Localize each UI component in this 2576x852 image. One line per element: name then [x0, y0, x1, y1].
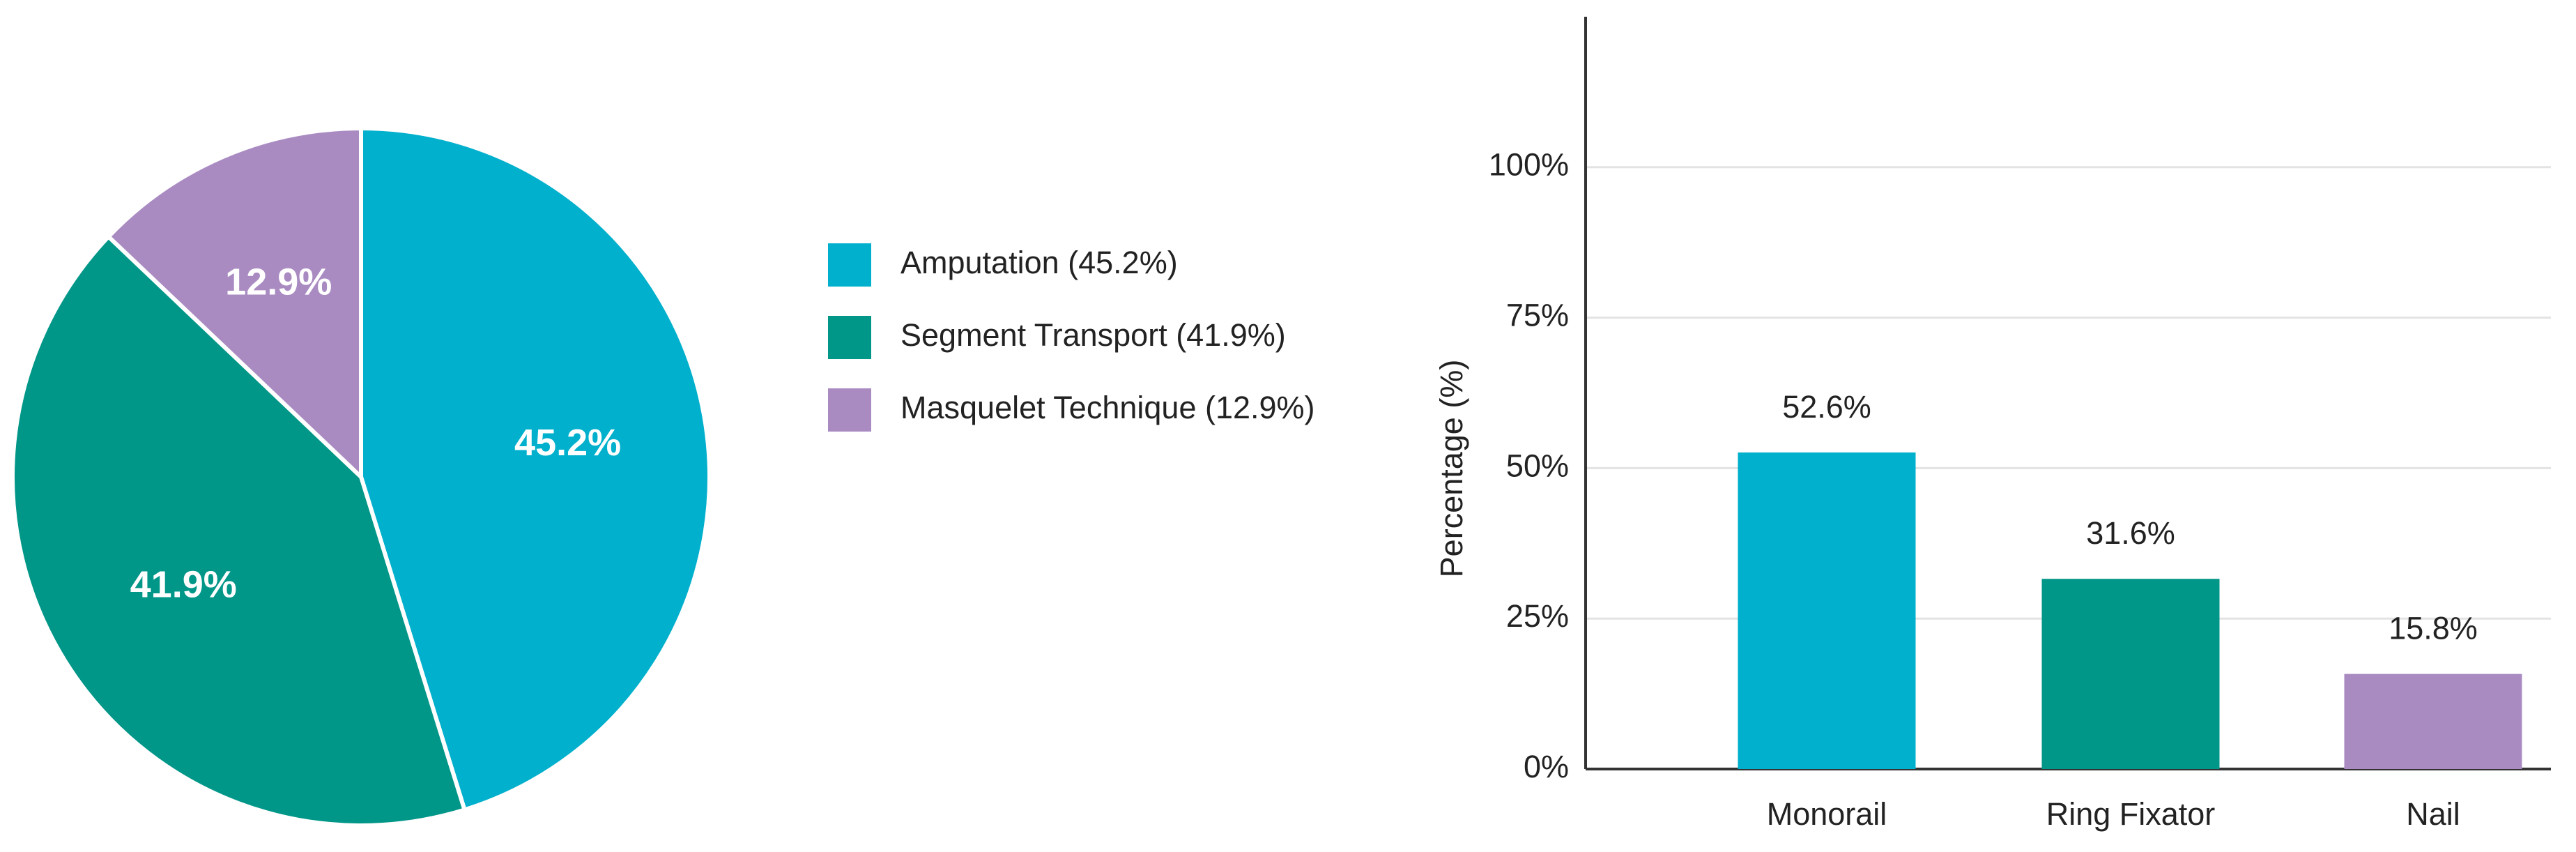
y-tick-label: 50% — [1506, 448, 1569, 483]
y-tick-label: 0% — [1524, 749, 1569, 784]
slice-label: 41.9% — [130, 564, 237, 606]
x-tick-label: Nail — [2406, 796, 2460, 832]
x-tick-label: Monorail — [1767, 796, 1887, 832]
bar-value-label: 15.8% — [2389, 611, 2478, 646]
pie-slice — [105, 125, 363, 482]
pie-slice — [359, 125, 712, 813]
bar — [2041, 579, 2220, 769]
bar — [1738, 452, 1916, 769]
y-tick-label: 25% — [1506, 598, 1569, 634]
y-axis-title: Percentage (%) — [1434, 360, 1469, 578]
legend-swatch — [828, 316, 871, 359]
legend-swatch — [828, 388, 871, 432]
legend-swatch — [828, 243, 871, 287]
slice-label: 12.9% — [225, 261, 332, 303]
bar — [2344, 674, 2522, 769]
bar-value-label: 52.6% — [1782, 389, 1871, 425]
x-tick-label: Ring Fixator — [2046, 796, 2216, 832]
legend-label: Amputation (45.2%) — [900, 245, 1178, 280]
legend-label: Segment Transport (41.9%) — [900, 317, 1286, 353]
legend-label: Masquelet Technique (12.9%) — [900, 390, 1315, 425]
slice-label: 45.2% — [514, 422, 621, 464]
bar-value-label: 31.6% — [2086, 515, 2175, 551]
y-tick-label: 100% — [1489, 147, 1569, 183]
pie-slice — [10, 234, 468, 828]
y-tick-label: 75% — [1506, 297, 1569, 333]
